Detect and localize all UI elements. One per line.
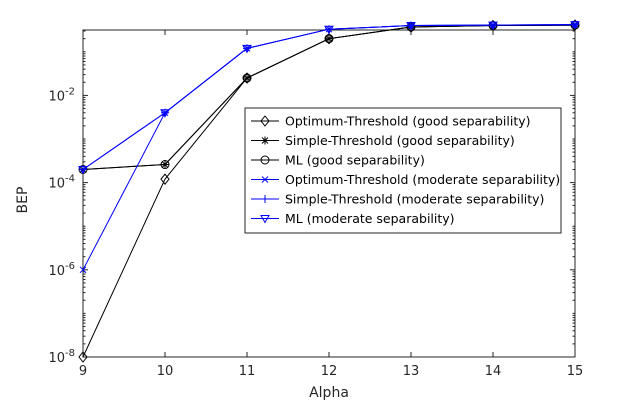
legend-marker xyxy=(260,215,270,224)
data-point xyxy=(324,34,334,44)
legend-item: Optimum-Threshold (moderate separability… xyxy=(251,172,560,187)
legend-label: Simple-Threshold (moderate separability) xyxy=(285,192,544,207)
data-point xyxy=(324,32,334,45)
data-point xyxy=(324,25,334,35)
y-axis-label: BEP xyxy=(15,187,31,214)
data-point xyxy=(570,21,580,30)
legend-item: Simple-Threshold (moderate separability) xyxy=(251,192,544,207)
series-6 xyxy=(78,21,580,175)
y-tick-label: 10-4 xyxy=(48,174,75,192)
legend-item: Optimum-Threshold (good separability) xyxy=(251,114,531,129)
legend-label: Simple-Threshold (good separability) xyxy=(285,133,515,148)
legend-item: ML (good separability) xyxy=(251,153,425,168)
legend-marker xyxy=(260,115,270,127)
x-tick-label: 9 xyxy=(79,364,87,379)
x-tick-label: 10 xyxy=(157,364,174,379)
legend-item: Simple-Threshold (good separability) xyxy=(251,133,515,148)
legend-item: ML (moderate separability) xyxy=(251,211,455,226)
x-tick-label: 15 xyxy=(567,364,584,379)
legend-marker xyxy=(260,155,270,165)
legend-marker xyxy=(261,176,269,183)
legend-label: Optimum-Threshold (good separability) xyxy=(285,114,531,129)
data-point xyxy=(160,109,170,118)
series-layer xyxy=(78,19,580,363)
x-tick-label: 11 xyxy=(239,364,256,379)
y-tick-label: 10-2 xyxy=(48,86,75,104)
x-tick-label: 12 xyxy=(321,364,338,379)
legend-marker xyxy=(261,195,269,203)
x-tick-label: 13 xyxy=(403,364,420,379)
legend-label: ML (good separability) xyxy=(285,153,425,168)
data-point xyxy=(242,44,252,54)
legend-box xyxy=(244,107,562,234)
x-tick-label: 14 xyxy=(485,364,502,379)
series-line xyxy=(82,24,576,170)
data-point xyxy=(242,73,252,83)
data-point xyxy=(78,165,88,175)
data-point xyxy=(160,160,170,170)
y-tick-label: 10-8 xyxy=(48,348,75,366)
legend: Optimum-Threshold (good separability) Sim… xyxy=(244,107,562,234)
x-axis-label: Alpha xyxy=(309,385,349,401)
data-point xyxy=(488,21,498,31)
data-point xyxy=(406,22,416,31)
legend-label: ML (moderate separability) xyxy=(285,211,455,226)
axes: 9 10 11 12 13 14 15 10-8 10-6 10-4 10-2 xyxy=(48,29,584,379)
data-point xyxy=(160,173,170,185)
y-tick-label: 10-6 xyxy=(48,261,75,279)
data-point xyxy=(78,351,88,363)
legend-marker xyxy=(261,136,269,145)
data-point xyxy=(79,266,87,274)
legend-label: Optimum-Threshold (moderate separability… xyxy=(285,172,560,187)
